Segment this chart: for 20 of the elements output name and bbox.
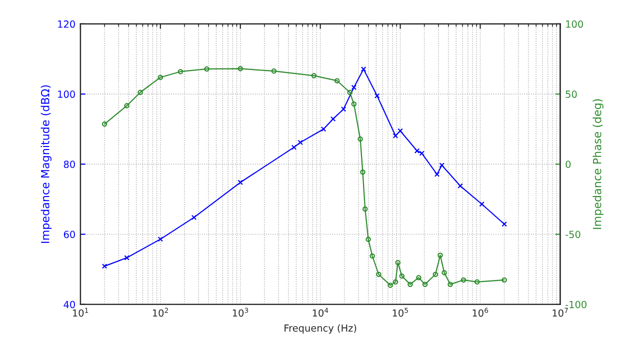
y-tick-label: 60 (64, 230, 75, 238)
y2-tick-label: 0 (566, 160, 571, 168)
y2-tick-label: -100 (566, 300, 586, 308)
y-tick-label: 40 (64, 300, 75, 308)
x-tick-label: 10$^{2}$ (152, 308, 168, 317)
x-tick-label: 10$^{5}$ (392, 308, 408, 317)
y-axis-title: Impedance Magnitude (dBΩ) (40, 85, 52, 243)
y-tick-label: 120 (58, 20, 75, 28)
x-tick-label: 10$^{1}$ (72, 308, 88, 317)
x-tick-label: 10$^{6}$ (472, 308, 488, 317)
x-tick-label: 10$^{4}$ (312, 308, 328, 317)
y2-tick-label: -50 (566, 230, 580, 238)
y-tick-label: 80 (64, 160, 75, 168)
y2-tick-label: 100 (566, 20, 583, 28)
x-axis-title: Frequency (Hz) (284, 324, 356, 334)
y2-axis-title: Impedance Phase (deg) (592, 99, 604, 229)
x-tick-label: 10$^{3}$ (232, 308, 248, 317)
y2-tick-label: 50 (566, 90, 577, 98)
y-tick-label: 100 (58, 90, 75, 98)
x-tick-label: 10$^{7}$ (552, 308, 568, 317)
